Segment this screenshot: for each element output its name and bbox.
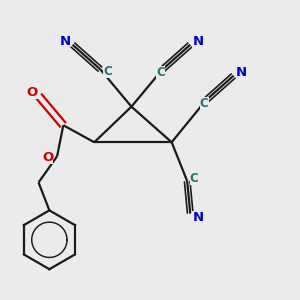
Text: C: C xyxy=(103,65,112,79)
Text: N: N xyxy=(192,211,204,224)
Text: N: N xyxy=(192,35,204,48)
Text: N: N xyxy=(236,66,247,79)
Text: N: N xyxy=(59,35,70,48)
Text: O: O xyxy=(27,85,38,99)
Text: C: C xyxy=(190,172,198,185)
Text: O: O xyxy=(42,151,53,164)
Text: C: C xyxy=(200,97,208,110)
Text: C: C xyxy=(157,66,165,79)
